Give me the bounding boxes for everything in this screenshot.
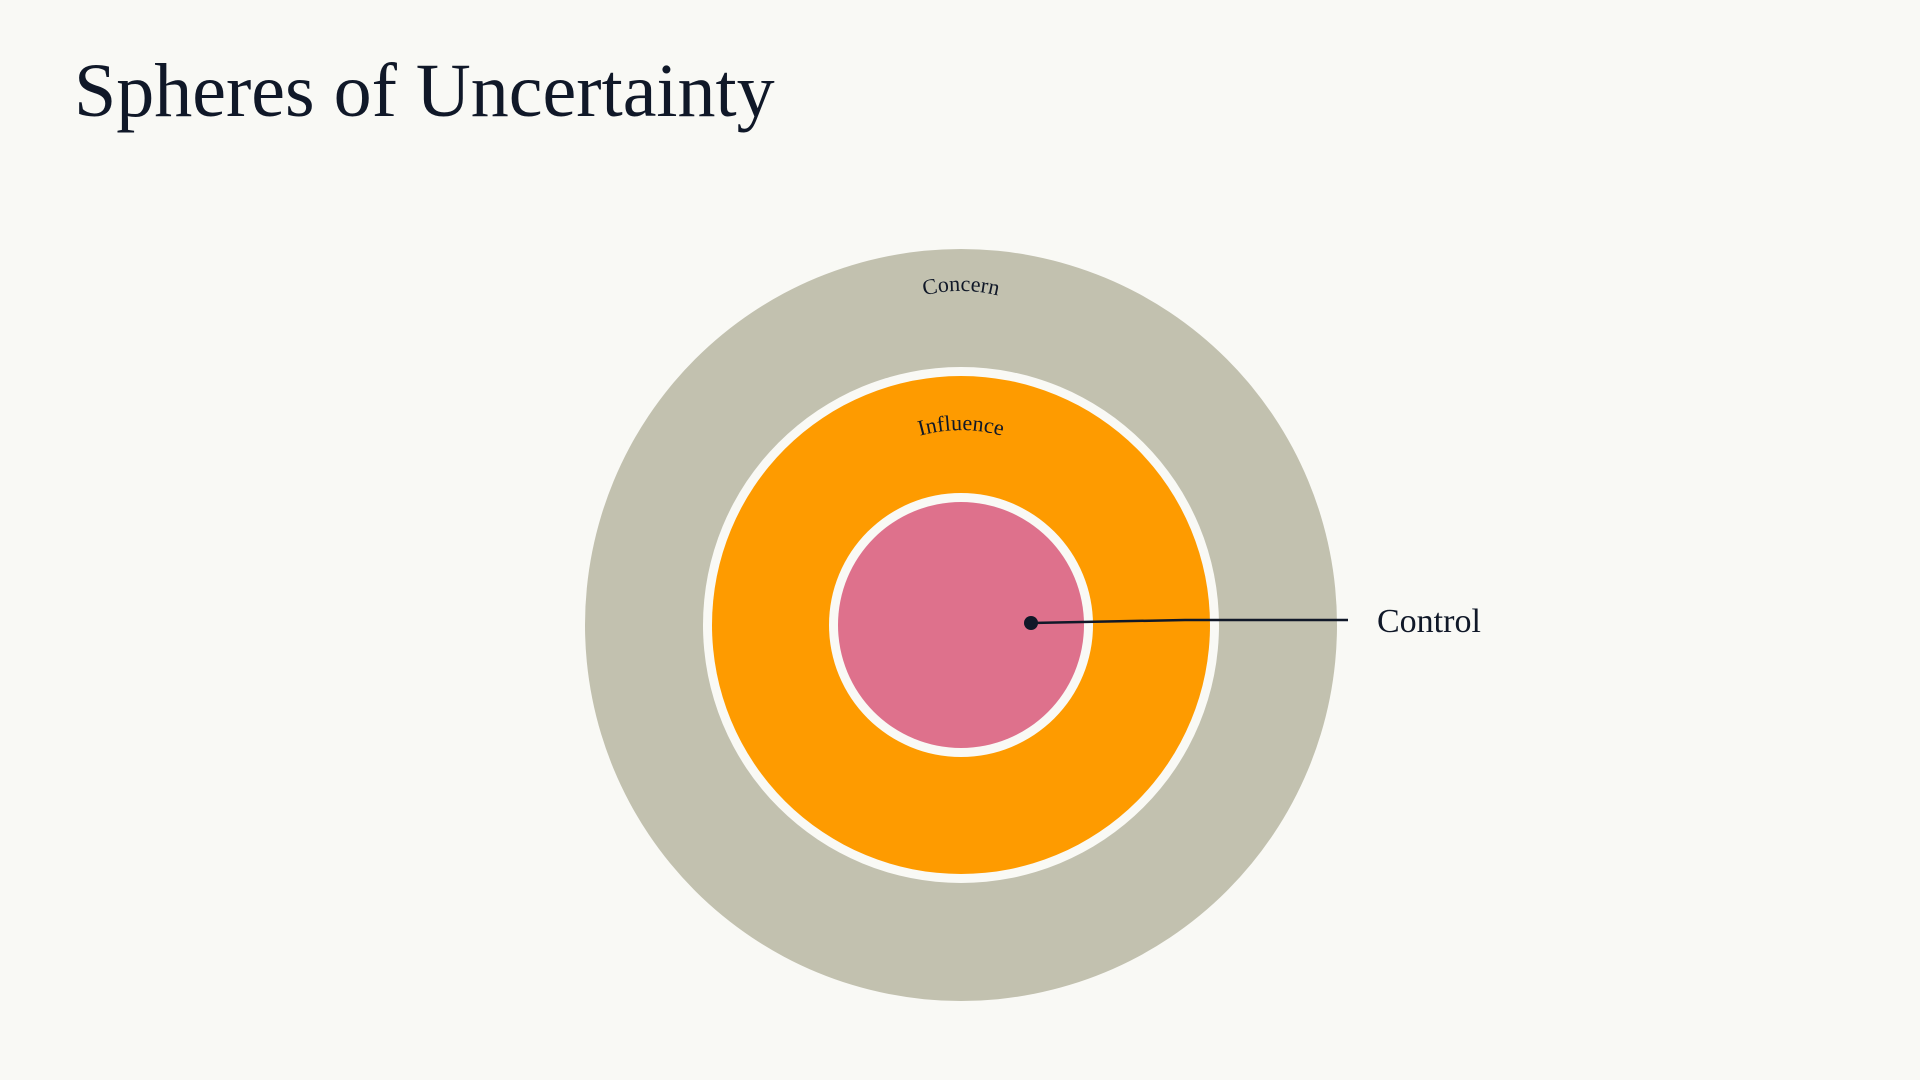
control-circle bbox=[838, 502, 1084, 748]
slide-title: Spheres of Uncertainty bbox=[74, 49, 775, 133]
control-callout-line bbox=[1030, 618, 1348, 625]
control-callout-label: Control bbox=[1377, 603, 1481, 640]
control-callout-dot bbox=[1024, 616, 1038, 630]
